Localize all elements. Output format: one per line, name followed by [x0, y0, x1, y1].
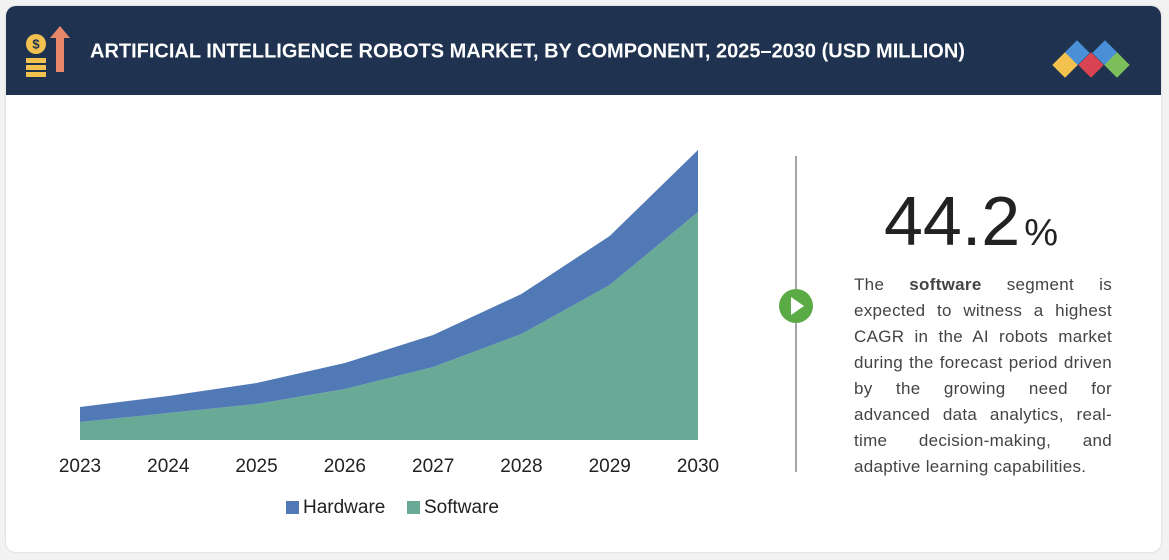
x-tick-label: 2029	[589, 456, 631, 477]
header-icon: $	[26, 26, 70, 77]
area	[80, 212, 698, 440]
x-tick-label: 2025	[235, 456, 277, 477]
header-band	[6, 6, 1161, 95]
area	[80, 150, 698, 422]
x-tick-label: 2026	[324, 456, 366, 477]
text-part: segment is expected to witness a highest…	[854, 275, 1112, 476]
chart: $ ARTIFICIAL INTELLIGENCE ROBOTS MARKET,…	[6, 6, 1161, 518]
callout-value: 44.2%	[884, 181, 1058, 261]
card: $ ARTIFICIAL INTELLIGENCE ROBOTS MARKET,…	[6, 6, 1161, 552]
text-part: The	[854, 275, 910, 294]
x-tick-label: 2028	[500, 456, 542, 477]
chart-title: ARTIFICIAL INTELLIGENCE ROBOTS MARKET, B…	[90, 40, 965, 62]
callout-text: The software segment is expected to witn…	[854, 272, 1112, 480]
callout-number: 44.2	[884, 182, 1021, 260]
x-tick-label: 2030	[677, 456, 719, 477]
x-tick-label: 2023	[59, 456, 101, 477]
callout-unit: %	[1024, 212, 1059, 254]
legend-label: Hardware	[303, 497, 385, 518]
play-arrow	[791, 297, 804, 315]
x-tick-label: 2024	[147, 456, 190, 477]
x-tick-label: 2027	[412, 456, 454, 477]
legend-label: Software	[424, 497, 499, 518]
text-bold: software	[909, 275, 982, 294]
legend-swatch	[286, 501, 299, 514]
svg-text:$: $	[32, 36, 40, 51]
legend-swatch	[407, 501, 420, 514]
